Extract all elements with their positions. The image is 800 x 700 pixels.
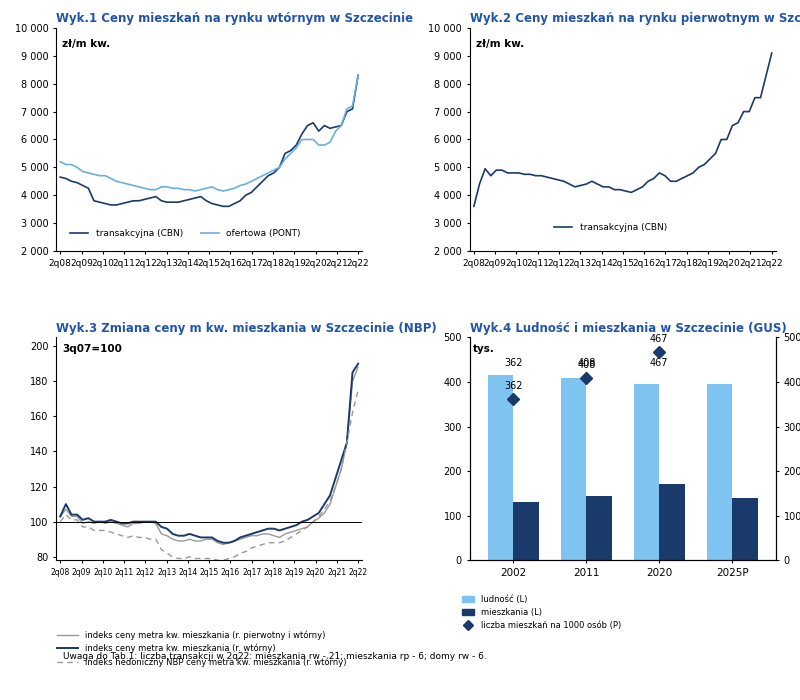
indeks ceny metra kw. mieszkania (r. wtórny)	[55, 512, 65, 521]
indeks ceny metra kw. mieszkania (r. pierwotny i wtórny)	[241, 533, 250, 542]
Bar	[586, 496, 612, 560]
transakcyjna (CBN)	[354, 71, 363, 80]
transakcyjna (CBN)	[632, 186, 642, 194]
indeks hedoniczny NBP ceny metra kw. mieszkania (r. wtórny)	[354, 386, 363, 394]
Legend: transakcyjna (CBN), ofertowa (PONT): transakcyjna (CBN), ofertowa (PONT)	[66, 225, 304, 242]
transakcyjna (CBN)	[582, 180, 591, 188]
ofertowa (PONT)	[190, 187, 200, 195]
transakcyjna (CBN)	[643, 177, 653, 186]
indeks hedoniczny NBP ceny metra kw. mieszkania (r. wtórny)	[263, 538, 273, 547]
transakcyjna (CBN)	[263, 172, 273, 180]
Text: Wyk.2 Ceny mieszkań na rynku pierwotnym w Szczecinie: Wyk.2 Ceny mieszkań na rynku pierwotnym …	[470, 13, 800, 25]
ofertowa (PONT)	[235, 181, 245, 190]
transakcyjna (CBN)	[649, 174, 658, 183]
transakcyjna (CBN)	[520, 170, 530, 178]
Text: Wyk.3 Zmiana ceny m kw. mieszkania w Szczecinie (NBP): Wyk.3 Zmiana ceny m kw. mieszkania w Szc…	[56, 322, 437, 335]
indeks ceny metra kw. mieszkania (r. pierwotny i wtórny)	[235, 535, 245, 543]
indeks ceny metra kw. mieszkania (r. pierwotny i wtórny)	[263, 530, 273, 538]
transakcyjna (CBN)	[235, 197, 245, 205]
Line: indeks ceny metra kw. mieszkania (r. pierwotny i wtórny): indeks ceny metra kw. mieszkania (r. pie…	[60, 368, 358, 545]
indeks ceny metra kw. mieszkania (r. wtórny)	[263, 524, 273, 533]
indeks ceny metra kw. mieszkania (r. wtórny)	[354, 360, 363, 368]
Line: ofertowa (PONT): ofertowa (PONT)	[60, 76, 358, 191]
Text: 362: 362	[504, 381, 522, 391]
indeks ceny metra kw. mieszkania (r. pierwotny i wtórny)	[224, 538, 234, 547]
indeks ceny metra kw. mieszkania (r. wtórny)	[224, 538, 234, 547]
transakcyjna (CBN)	[241, 191, 250, 200]
Bar	[706, 384, 732, 560]
transakcyjna (CBN)	[671, 177, 681, 186]
indeks hedoniczny NBP ceny metra kw. mieszkania (r. wtórny)	[213, 556, 222, 564]
indeks hedoniczny NBP ceny metra kw. mieszkania (r. wtórny)	[241, 547, 250, 556]
indeks ceny metra kw. mieszkania (r. wtórny)	[241, 531, 250, 540]
Text: Wyk.1 Ceny mieszkań na rynku wtórnym w Szczecinie: Wyk.1 Ceny mieszkań na rynku wtórnym w S…	[56, 13, 413, 25]
Legend: transakcyjna (CBN): transakcyjna (CBN)	[550, 219, 670, 235]
indeks ceny metra kw. mieszkania (r. pierwotny i wtórny)	[106, 517, 116, 526]
Bar	[488, 375, 514, 560]
transakcyjna (CBN)	[469, 202, 478, 211]
indeks ceny metra kw. mieszkania (r. pierwotny i wtórny)	[168, 535, 178, 543]
ofertowa (PONT)	[263, 169, 273, 177]
transakcyjna (CBN)	[168, 198, 178, 206]
Text: zł/m kw.: zł/m kw.	[62, 39, 110, 49]
Line: transakcyjna (CBN): transakcyjna (CBN)	[474, 53, 772, 206]
Text: zł/m kw.: zł/m kw.	[476, 39, 524, 49]
Bar	[514, 503, 539, 560]
indeks ceny metra kw. mieszkania (r. wtórny)	[235, 533, 245, 542]
indeks hedoniczny NBP ceny metra kw. mieszkania (r. wtórny)	[55, 517, 65, 526]
Line: indeks hedoniczny NBP ceny metra kw. mieszkania (r. wtórny): indeks hedoniczny NBP ceny metra kw. mie…	[60, 390, 358, 560]
indeks ceny metra kw. mieszkania (r. wtórny)	[218, 538, 228, 547]
Bar	[634, 384, 659, 560]
Text: 408: 408	[577, 360, 595, 370]
indeks ceny metra kw. mieszkania (r. pierwotny i wtórny)	[218, 540, 228, 549]
indeks ceny metra kw. mieszkania (r. wtórny)	[106, 516, 116, 524]
indeks hedoniczny NBP ceny metra kw. mieszkania (r. wtórny)	[224, 554, 234, 563]
indeks ceny metra kw. mieszkania (r. pierwotny i wtórny)	[354, 363, 363, 372]
Bar	[561, 378, 586, 560]
indeks ceny metra kw. mieszkania (r. pierwotny i wtórny)	[55, 512, 65, 521]
transakcyjna (CBN)	[767, 49, 777, 57]
transakcyjna (CBN)	[224, 202, 234, 211]
Bar	[732, 498, 758, 560]
ofertowa (PONT)	[55, 158, 65, 166]
Text: 3q07=100: 3q07=100	[62, 344, 122, 354]
indeks ceny metra kw. mieszkania (r. wtórny)	[168, 530, 178, 538]
Legend: indeks ceny metra kw. mieszkania (r. pierwotny i wtórny), indeks ceny metra kw. : indeks ceny metra kw. mieszkania (r. pie…	[54, 627, 350, 671]
transakcyjna (CBN)	[218, 202, 228, 211]
Line: indeks ceny metra kw. mieszkania (r. wtórny): indeks ceny metra kw. mieszkania (r. wtó…	[60, 364, 358, 542]
transakcyjna (CBN)	[55, 173, 65, 181]
Text: 467: 467	[650, 358, 669, 368]
Legend: ludność (L), mieszkania (L), liczba mieszkań na 1000 osób (P): ludność (L), mieszkania (L), liczba mies…	[458, 592, 625, 634]
ofertowa (PONT)	[168, 184, 178, 192]
indeks hedoniczny NBP ceny metra kw. mieszkania (r. wtórny)	[235, 549, 245, 557]
Text: 408: 408	[577, 358, 595, 368]
Text: 467: 467	[650, 334, 669, 344]
Text: Wyk.4 Ludność i mieszkania w Szczecinie (GUS): Wyk.4 Ludność i mieszkania w Szczecinie …	[470, 322, 786, 335]
indeks hedoniczny NBP ceny metra kw. mieszkania (r. wtórny)	[168, 552, 178, 561]
indeks hedoniczny NBP ceny metra kw. mieszkania (r. wtórny)	[106, 528, 116, 536]
ofertowa (PONT)	[106, 174, 116, 183]
Text: 362: 362	[504, 358, 522, 368]
Text: tys.: tys.	[473, 344, 494, 354]
Text: Uwaga do Tab.1: liczba transakcji w 2q22: mieszkania rw - 21; mieszkania rp - 6;: Uwaga do Tab.1: liczba transakcji w 2q22…	[63, 652, 487, 661]
ofertowa (PONT)	[354, 71, 363, 80]
transakcyjna (CBN)	[106, 201, 116, 209]
Line: transakcyjna (CBN): transakcyjna (CBN)	[60, 76, 358, 206]
ofertowa (PONT)	[241, 180, 250, 188]
ofertowa (PONT)	[224, 186, 234, 194]
Bar	[659, 484, 685, 560]
